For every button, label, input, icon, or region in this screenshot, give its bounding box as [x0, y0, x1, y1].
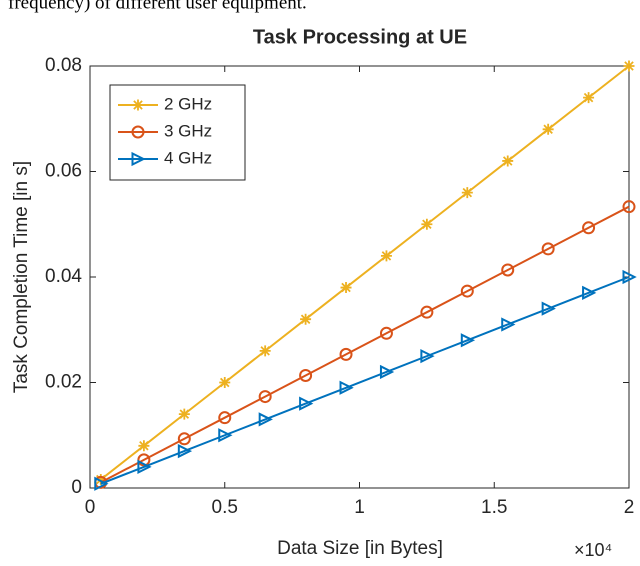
data-point: [379, 326, 393, 340]
x-axis-label: Data Size [in Bytes]: [277, 538, 443, 559]
data-point: [299, 368, 313, 382]
data-point: [623, 60, 635, 72]
data-point: [541, 242, 555, 256]
data-point: [300, 313, 312, 325]
data-point: [339, 380, 354, 395]
data-point: [622, 200, 636, 214]
data-point: [137, 459, 152, 475]
data-point: [501, 317, 516, 332]
data-point: [299, 396, 314, 411]
data-point: [177, 432, 191, 446]
data-point: [461, 187, 473, 199]
x-tick-label: 0: [85, 497, 96, 518]
data-point: [137, 453, 151, 467]
y-tick-label: 0.04: [45, 266, 82, 287]
data-point: [460, 333, 476, 348]
data-point: [542, 123, 554, 135]
data-point: [420, 305, 434, 319]
data-point: [380, 250, 392, 262]
data-point: [582, 221, 596, 235]
y-tick-label: 0.06: [45, 161, 82, 182]
legend-label: 2 GHz: [164, 94, 212, 113]
y-tick-label: 0: [71, 477, 82, 498]
data-point: [622, 269, 637, 285]
x-tick-label: 2: [624, 497, 635, 518]
data-point: [218, 411, 232, 425]
x-tick-label: 1: [354, 497, 365, 518]
data-point: [582, 285, 597, 300]
data-point: [177, 443, 193, 459]
data-point: [502, 155, 514, 167]
y-tick-label: 0.08: [45, 55, 82, 76]
x-tick-label: 1.5: [481, 497, 507, 518]
chart-title: Task Processing at UE: [253, 26, 467, 48]
y-tick-label: 0.02: [45, 372, 82, 393]
data-point: [138, 440, 150, 452]
data-point: [379, 364, 395, 380]
legend-marker: [131, 151, 146, 167]
x-tick-label: 0.5: [212, 497, 238, 518]
data-point: [218, 428, 233, 443]
data-point: [420, 349, 435, 364]
data-point: [541, 301, 556, 316]
data-point: [339, 347, 353, 361]
caption: frequency) of different user equipment.: [8, 0, 307, 13]
legend-marker: [132, 99, 144, 111]
data-point: [178, 408, 190, 420]
data-point: [259, 345, 271, 357]
data-point: [219, 377, 231, 388]
series-line: [100, 65, 630, 481]
data-point: [501, 263, 515, 277]
data-point: [95, 474, 107, 486]
data-point: [258, 390, 272, 404]
data-point: [583, 92, 595, 104]
legend-label: 4 GHz: [164, 148, 212, 167]
data-point: [94, 476, 109, 491]
y-axis-label: Task Completion Time [in s]: [11, 161, 32, 393]
x-exponent: ×10⁴: [574, 540, 612, 560]
series-line: [100, 276, 630, 485]
data-point: [340, 282, 352, 294]
data-point: [421, 218, 433, 230]
series-line: [100, 205, 630, 484]
legend-label: 3 GHz: [164, 121, 212, 140]
data-point: [258, 412, 273, 427]
data-point: [460, 284, 474, 298]
legend-marker: [131, 125, 145, 139]
